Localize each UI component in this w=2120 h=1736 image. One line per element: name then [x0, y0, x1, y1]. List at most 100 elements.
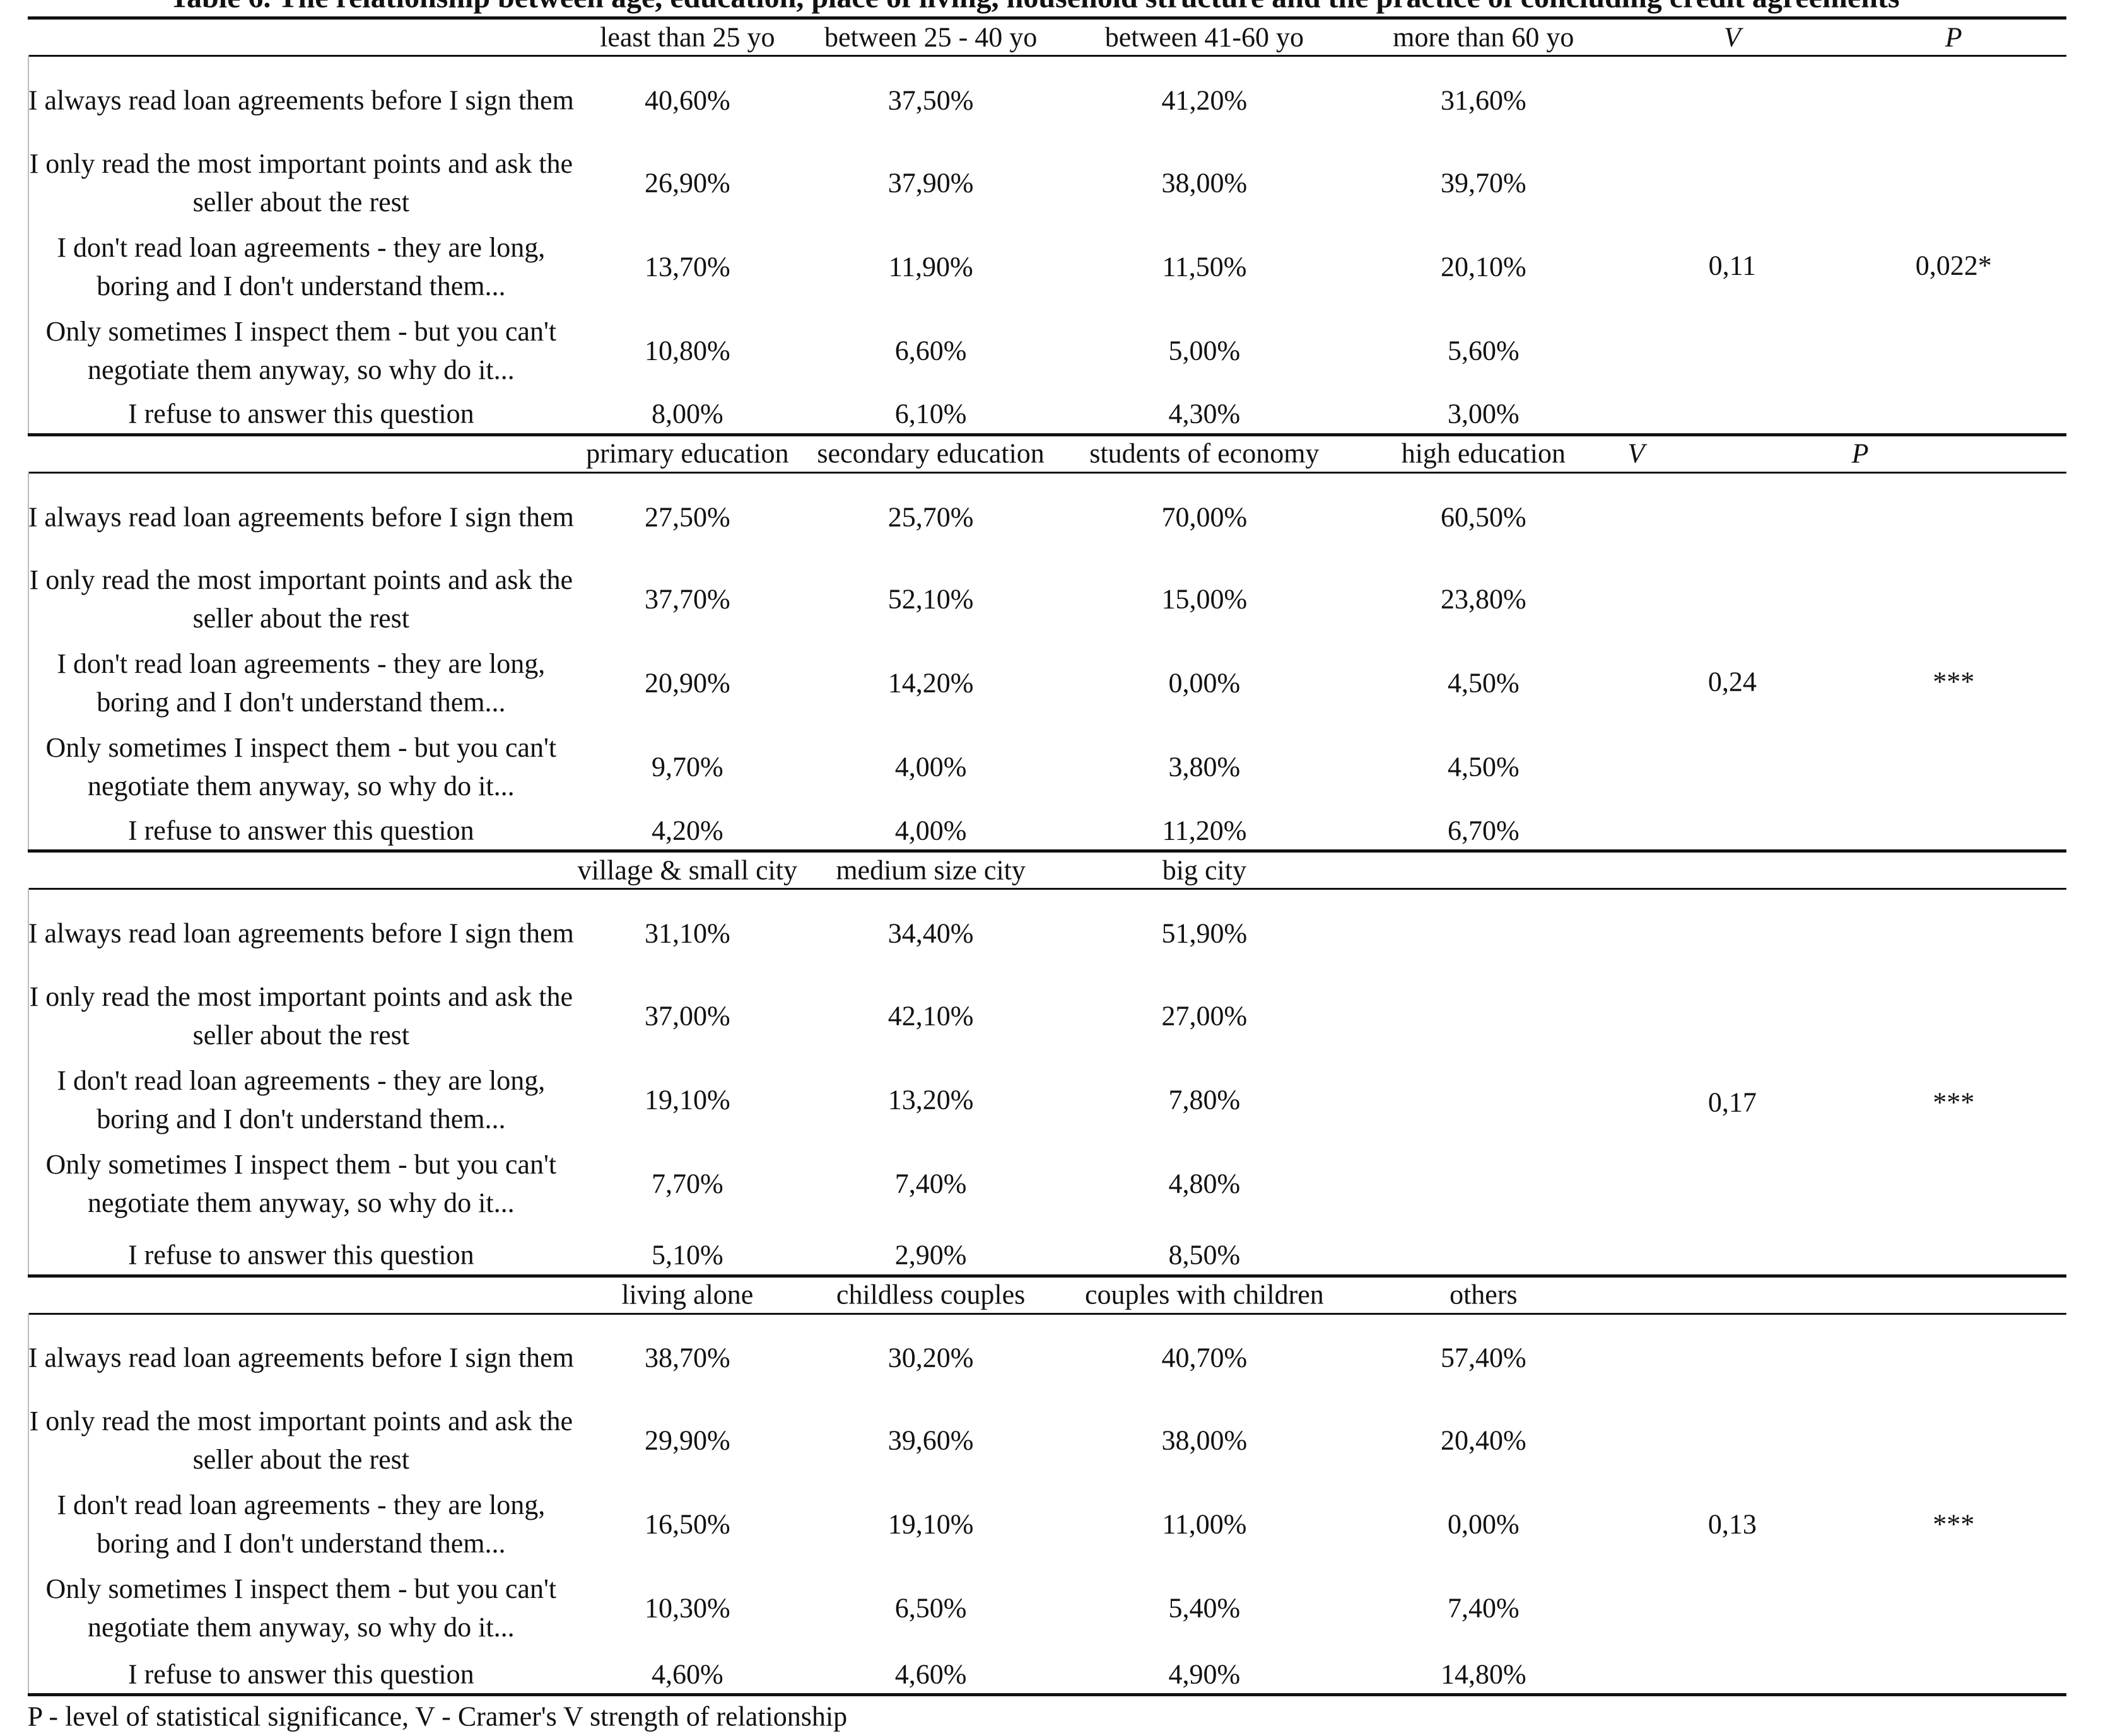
p-value: 0,022*: [1915, 250, 1992, 281]
rule-line: [28, 1312, 2066, 1315]
cramers-v: 0,24: [1707, 666, 1757, 697]
rule-line: [28, 1274, 2066, 1278]
cramers-v: 0,13: [1707, 1508, 1757, 1540]
cell-value: 37,00%: [644, 1000, 730, 1032]
cell-value: 4,30%: [1168, 398, 1241, 429]
cell-value: 3,80%: [1168, 751, 1241, 783]
cell-value: 41,20%: [1161, 84, 1248, 116]
row-label: Only sometimes I inspect them - but you …: [45, 1148, 557, 1218]
cell-value: 29,90%: [644, 1424, 730, 1456]
row-label: I don't read loan agreements - they are …: [57, 231, 546, 301]
cell-value: 4,20%: [651, 815, 723, 846]
column-header: couples with children: [1084, 1279, 1324, 1310]
cell-value: 4,50%: [1448, 751, 1520, 783]
cell-value: 7,80%: [1168, 1084, 1241, 1116]
column-header: more than 60 yo: [1393, 21, 1574, 53]
rule-line: [28, 16, 2066, 20]
cell-value: 4,90%: [1168, 1658, 1241, 1690]
cell-value: 7,40%: [894, 1168, 967, 1199]
cell-value: 4,50%: [1448, 667, 1520, 699]
cell-value: 31,60%: [1441, 84, 1526, 116]
cell-value: 4,80%: [1168, 1168, 1241, 1199]
cell-value: 37,50%: [887, 84, 974, 116]
cell-value: 38,70%: [644, 1342, 730, 1373]
column-header: primary education: [586, 438, 789, 469]
column-header: between 25 - 40 yo: [824, 21, 1038, 53]
column-header: living alone: [621, 1279, 754, 1310]
cell-value: 13,20%: [887, 1084, 974, 1116]
column-header: high education: [1401, 438, 1566, 469]
left-border: [28, 1312, 29, 1694]
cell-value: 4,60%: [894, 1658, 967, 1690]
cell-value: 20,40%: [1441, 1424, 1526, 1456]
cell-value: 5,00%: [1168, 335, 1241, 366]
left-border: [28, 55, 29, 433]
cell-value: 38,00%: [1161, 1424, 1248, 1456]
column-header: between 41-60 yo: [1104, 21, 1304, 53]
cell-value: 11,20%: [1162, 815, 1247, 846]
cell-value: 16,50%: [644, 1508, 730, 1540]
cramers-v: 0,17: [1707, 1086, 1757, 1118]
cell-value: 39,70%: [1441, 167, 1526, 199]
cell-value: 19,10%: [644, 1084, 730, 1116]
cell-value: 6,60%: [894, 335, 967, 366]
row-label: I always read loan agreements before I s…: [28, 501, 574, 533]
cell-value: 60,50%: [1441, 501, 1526, 533]
rule-line: [28, 849, 2066, 853]
cell-value: 42,10%: [887, 1000, 974, 1032]
cell-value: 11,50%: [1162, 251, 1247, 283]
column-header: village & small city: [577, 854, 797, 886]
cell-value: 3,00%: [1448, 398, 1520, 429]
column-header: others: [1449, 1279, 1518, 1310]
row-label: I refuse to answer this question: [128, 398, 474, 429]
row-label: Only sometimes I inspect them - but you …: [45, 1573, 557, 1643]
cell-value: 6,10%: [894, 398, 967, 429]
cell-value: 4,00%: [894, 751, 967, 783]
cell-value: 37,70%: [644, 583, 730, 615]
cell-value: 57,40%: [1441, 1342, 1526, 1373]
cell-value: 13,70%: [644, 251, 730, 283]
row-label: I don't read loan agreements - they are …: [57, 648, 546, 718]
row-label: I only read the most important points an…: [29, 1406, 573, 1476]
cell-value: 8,50%: [1168, 1239, 1241, 1271]
cell-value: 5,10%: [651, 1239, 723, 1271]
cell-value: 27,00%: [1161, 1000, 1248, 1032]
cell-value: 8,00%: [651, 398, 723, 429]
cell-value: 20,10%: [1441, 251, 1526, 283]
table-title: Table 6. The relationship between age, e…: [169, 0, 1899, 17]
cell-value: 14,80%: [1441, 1658, 1526, 1690]
column-header: students of economy: [1089, 438, 1320, 469]
cell-value: 6,50%: [894, 1592, 967, 1624]
cell-value: 34,40%: [887, 918, 974, 949]
stat-header: V: [1723, 21, 1741, 53]
p-value: ***: [1933, 1508, 1975, 1540]
row-label: I refuse to answer this question: [128, 1658, 474, 1690]
stat-header: V: [1627, 438, 1645, 469]
cell-value: 4,60%: [651, 1658, 723, 1690]
row-label: I only read the most important points an…: [29, 564, 573, 634]
rule-line: [28, 1693, 2066, 1697]
cell-value: 23,80%: [1441, 583, 1526, 615]
cell-value: 0,00%: [1168, 667, 1241, 699]
row-label: I don't read loan agreements - they are …: [57, 1064, 546, 1134]
cell-value: 52,10%: [887, 583, 974, 615]
cell-value: 38,00%: [1161, 167, 1248, 199]
rule-line: [28, 55, 2066, 57]
cell-value: 0,00%: [1448, 1508, 1520, 1540]
cell-value: 20,90%: [644, 667, 730, 699]
row-label: Only sometimes I inspect them - but you …: [45, 315, 557, 385]
cell-value: 26,90%: [644, 167, 730, 199]
row-label: I refuse to answer this question: [128, 1239, 474, 1271]
cell-value: 14,20%: [887, 667, 974, 699]
cell-value: 39,60%: [887, 1424, 974, 1456]
cramers-v: 0,11: [1708, 250, 1757, 281]
cell-value: 5,60%: [1448, 335, 1520, 366]
cell-value: 27,50%: [644, 501, 730, 533]
cell-value: 31,10%: [644, 918, 730, 949]
cell-value: 7,40%: [1448, 1592, 1520, 1624]
row-label: I only read the most important points an…: [29, 148, 573, 218]
cell-value: 9,70%: [651, 751, 723, 783]
footnote: P - level of statistical significance, V…: [27, 1701, 848, 1732]
cell-value: 10,80%: [644, 335, 730, 366]
